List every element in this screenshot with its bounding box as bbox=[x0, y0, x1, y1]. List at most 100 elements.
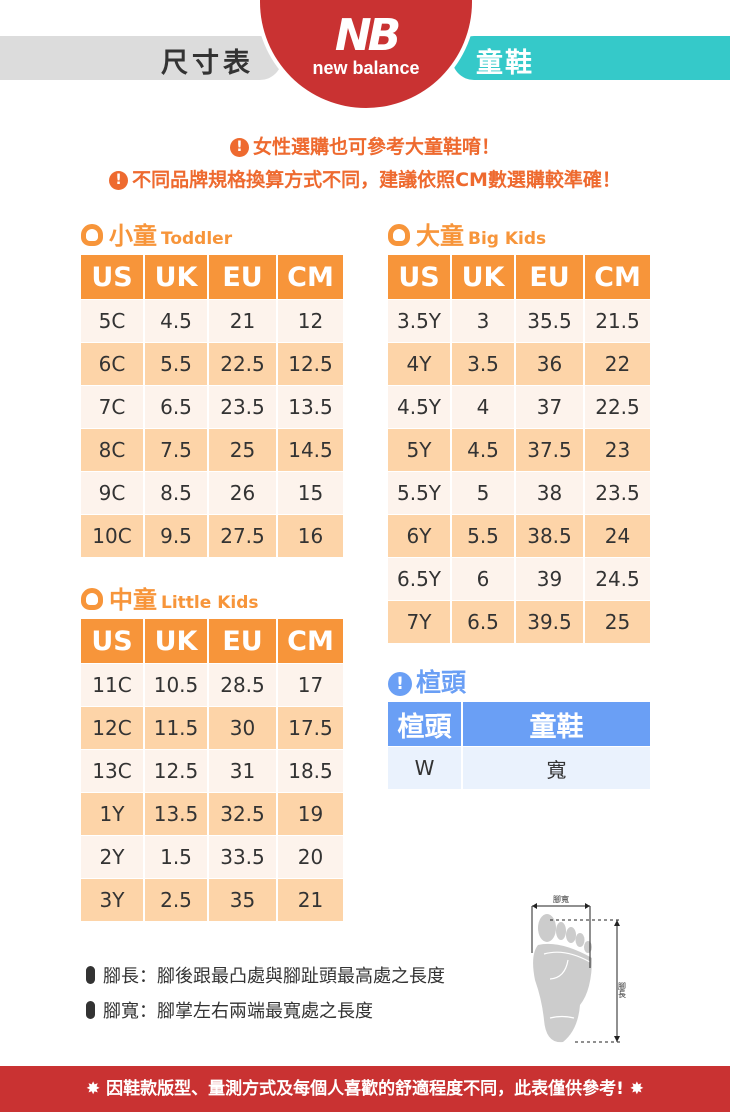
size-row: 5Y 4.5 37.5 23 bbox=[388, 428, 650, 471]
size-cell: 22 bbox=[585, 342, 650, 385]
size-cell: 7C bbox=[81, 385, 143, 428]
size-cell: 14.5 bbox=[278, 428, 343, 471]
foot-diagram: 腳寬 腳長 bbox=[531, 894, 627, 1043]
column-header: UK bbox=[145, 255, 207, 299]
size-cell: 12.5 bbox=[278, 342, 343, 385]
size-cell: 3.5Y bbox=[388, 299, 450, 342]
toddler-heading: 小童 Toddler bbox=[81, 216, 232, 251]
size-cell: 9C bbox=[81, 471, 143, 514]
note-text: 不同品牌規格換算方式不同，建議依照CM數選購較準確！ bbox=[132, 169, 621, 191]
size-cell: 17 bbox=[278, 663, 343, 706]
size-cell: 39.5 bbox=[516, 600, 583, 643]
size-row: 8C 7.5 25 14.5 bbox=[81, 428, 343, 471]
definition-width: 腳寬：腳掌左右兩端最寬處之長度 bbox=[86, 997, 373, 1023]
child-icon bbox=[81, 224, 103, 246]
exclamation-icon: ! bbox=[229, 138, 249, 157]
size-row: 6.5Y 6 39 24.5 bbox=[388, 557, 650, 600]
size-row: 6C 5.5 22.5 12.5 bbox=[81, 342, 343, 385]
size-cell: 30 bbox=[209, 706, 276, 749]
size-cell: 22.5 bbox=[585, 385, 650, 428]
size-cell: 23 bbox=[585, 428, 650, 471]
size-cell: 21 bbox=[278, 878, 343, 921]
foot-width-label: 腳寬 bbox=[553, 894, 569, 904]
size-cell: 27.5 bbox=[209, 514, 276, 557]
size-cell: 39 bbox=[516, 557, 583, 600]
big-kids-size-table: US UK EU CM 3.5Y 3 35.5 21.5 4Y 3.5 36 22 4.5Y 4 37 22.… bbox=[386, 255, 652, 643]
little-kids-heading: 中童 Little Kids bbox=[81, 580, 258, 615]
size-cell: 18.5 bbox=[278, 749, 343, 792]
brand-name: new balance bbox=[312, 58, 420, 78]
size-cell: 25 bbox=[585, 600, 650, 643]
note-text: 女性選購也可參考大童鞋唷！ bbox=[252, 136, 500, 158]
size-cell: 38.5 bbox=[516, 514, 583, 557]
foot-length-label: 腳長 bbox=[618, 981, 627, 999]
size-cell: 5.5 bbox=[145, 342, 207, 385]
column-header: CM bbox=[278, 255, 343, 299]
size-cell: 24.5 bbox=[585, 557, 650, 600]
definition-text: 腳寬：腳掌左右兩端最寬處之長度 bbox=[103, 1001, 373, 1022]
size-row: 3.5Y 3 35.5 21.5 bbox=[388, 299, 650, 342]
size-cell: 6.5Y bbox=[388, 557, 450, 600]
size-cell: 31 bbox=[209, 749, 276, 792]
size-cell: 6 bbox=[452, 557, 514, 600]
width-header: 楦頭 bbox=[388, 702, 461, 746]
exclamation-icon: ! bbox=[109, 171, 129, 190]
size-row: 5.5Y 5 38 23.5 bbox=[388, 471, 650, 514]
section-title: 小童 bbox=[109, 222, 157, 250]
size-cell: 36 bbox=[516, 342, 583, 385]
brand-logo: NB new balance bbox=[256, 0, 476, 112]
little-kids-size-table: US UK EU CM 11C 10.5 28.5 17 12C 11.5 30 17.5 13C 12.… bbox=[79, 619, 345, 921]
size-cell: 5.5 bbox=[452, 514, 514, 557]
size-cell: 3.5 bbox=[452, 342, 514, 385]
size-row: 1Y 13.5 32.5 19 bbox=[81, 792, 343, 835]
title-band: 尺寸表 bbox=[0, 36, 282, 80]
size-cell: 7Y bbox=[388, 600, 450, 643]
category-label: 童鞋 bbox=[476, 48, 534, 79]
size-cell: 12 bbox=[278, 299, 343, 342]
footer-disclaimer: ✸ 因鞋款版型、量測方式及每個人喜歡的舒適程度不同，此表僅供參考! ✸ bbox=[0, 1066, 730, 1112]
size-row: 6Y 5.5 38.5 24 bbox=[388, 514, 650, 557]
size-cell: 5.5Y bbox=[388, 471, 450, 514]
star-icon: ✸ bbox=[85, 1079, 107, 1099]
size-row: 12C 11.5 30 17.5 bbox=[81, 706, 343, 749]
size-cell: 5 bbox=[452, 471, 514, 514]
size-cell: 32.5 bbox=[209, 792, 276, 835]
page-title: 尺寸表 bbox=[161, 48, 254, 79]
size-cell: 28.5 bbox=[209, 663, 276, 706]
column-header: US bbox=[81, 619, 143, 663]
size-cell: 23.5 bbox=[585, 471, 650, 514]
size-cell: 9.5 bbox=[145, 514, 207, 557]
size-cell: 8.5 bbox=[145, 471, 207, 514]
bullet-icon bbox=[86, 1001, 95, 1019]
size-cell: 25 bbox=[209, 428, 276, 471]
size-row: 4Y 3.5 36 22 bbox=[388, 342, 650, 385]
width-header: 童鞋 bbox=[463, 702, 650, 746]
big-kids-heading: 大童 Big Kids bbox=[388, 216, 546, 251]
size-cell: 12C bbox=[81, 706, 143, 749]
size-cell: 38 bbox=[516, 471, 583, 514]
section-title: 楦頭 bbox=[416, 668, 467, 697]
column-header: EU bbox=[516, 255, 583, 299]
size-row: 9C 8.5 26 15 bbox=[81, 471, 343, 514]
child-icon bbox=[81, 588, 103, 610]
size-cell: 8C bbox=[81, 428, 143, 471]
column-header: US bbox=[81, 255, 143, 299]
size-cell: 33.5 bbox=[209, 835, 276, 878]
column-header: CM bbox=[585, 255, 650, 299]
bullet-icon bbox=[86, 966, 95, 984]
note-1: ! 女性選購也可參考大童鞋唷！ bbox=[0, 132, 730, 159]
size-row: 7C 6.5 23.5 13.5 bbox=[81, 385, 343, 428]
size-cell: 37 bbox=[516, 385, 583, 428]
section-title: 大童 bbox=[416, 222, 464, 250]
column-header: UK bbox=[145, 619, 207, 663]
definition-length: 腳長：腳後跟最凸處與腳趾頭最高處之長度 bbox=[86, 962, 445, 988]
width-heading: ! 楦頭 bbox=[388, 663, 466, 699]
size-cell: 19 bbox=[278, 792, 343, 835]
size-cell: 13C bbox=[81, 749, 143, 792]
size-cell: 2Y bbox=[81, 835, 143, 878]
star-icon: ✸ bbox=[623, 1079, 645, 1099]
size-cell: 13.5 bbox=[278, 385, 343, 428]
size-cell: 4Y bbox=[388, 342, 450, 385]
size-cell: 7.5 bbox=[145, 428, 207, 471]
column-header: US bbox=[388, 255, 450, 299]
